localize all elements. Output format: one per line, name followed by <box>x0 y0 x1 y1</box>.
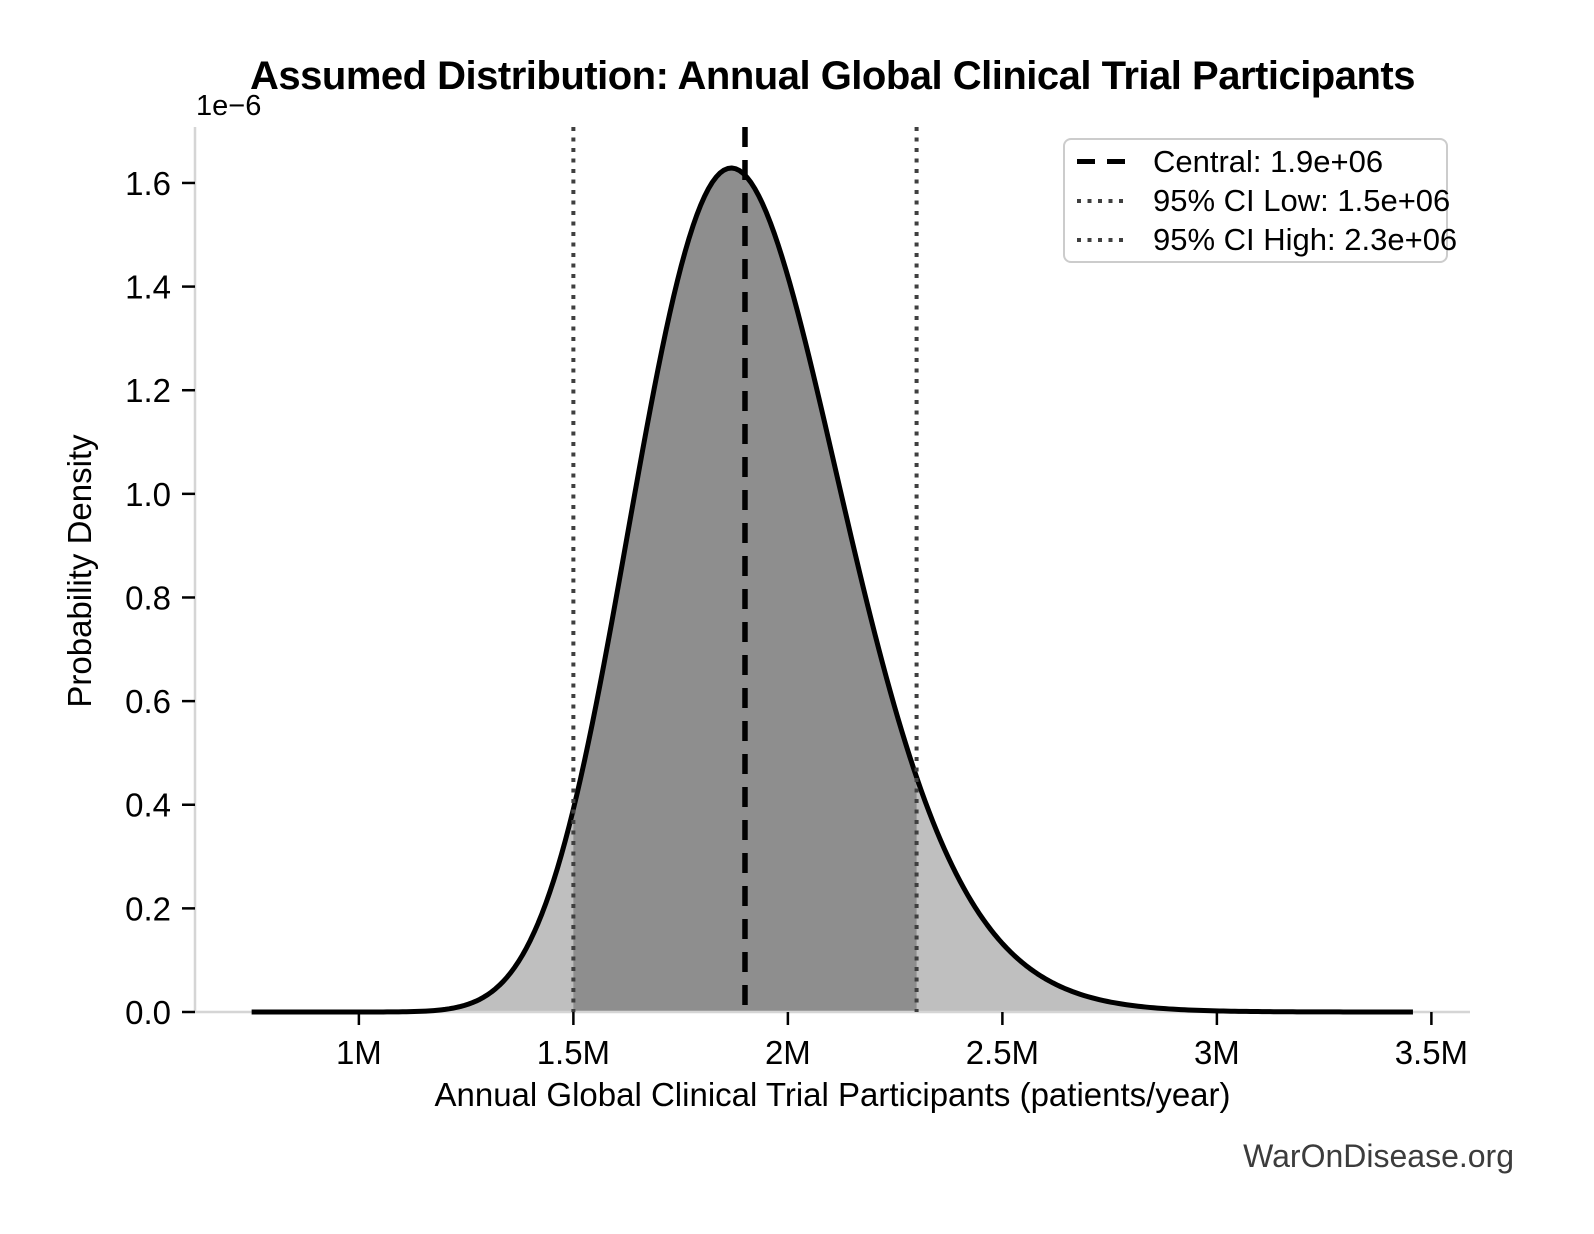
pdf-curve <box>251 165 1413 1015</box>
legend: Central: 1.9e+06 95% CI Low: 1.5e+06 95%… <box>1063 138 1457 263</box>
x-tick-label: 1M <box>336 1034 382 1071</box>
x-tick-label: 2M <box>765 1034 811 1071</box>
dotted-line-sample-icon <box>1077 237 1127 242</box>
y-axis-scale-offset-label: 1e−6 <box>196 90 262 122</box>
y-tick-label: 0.8 <box>125 579 171 616</box>
watermark: WarOnDisease.org <box>1243 1138 1514 1174</box>
y-tick-label: 0.6 <box>125 683 171 720</box>
y-tick-label: 1.2 <box>125 372 171 409</box>
y-axis-label: Probability Density <box>61 434 98 708</box>
x-tick-label: 3.5M <box>1395 1034 1468 1071</box>
legend-item-ci-high: 95% CI High: 2.3e+06 <box>1077 220 1457 259</box>
legend-label-central: Central: 1.9e+06 <box>1153 143 1384 179</box>
y-tick-label: 0.2 <box>125 890 171 927</box>
dotted-line-sample-icon <box>1077 198 1127 203</box>
chart-title: Assumed Distribution: Annual Global Clin… <box>250 54 1415 98</box>
y-tick-label: 1.6 <box>125 165 171 202</box>
y-tick-label: 1.4 <box>125 269 171 306</box>
legend-item-central: Central: 1.9e+06 <box>1077 142 1434 181</box>
legend-label-ci-low: 95% CI Low: 1.5e+06 <box>1153 182 1451 218</box>
x-tick-label: 1.5M <box>537 1034 610 1071</box>
y-tick-label: 0.0 <box>125 994 171 1031</box>
y-tick-label: 0.4 <box>125 787 171 824</box>
dashed-line-sample-icon <box>1077 159 1127 164</box>
x-axis-label: Annual Global Clinical Trial Participant… <box>434 1076 1231 1113</box>
x-tick-label: 3M <box>1194 1034 1240 1071</box>
legend-label-ci-high: 95% CI High: 2.3e+06 <box>1153 221 1458 257</box>
x-tick-label: 2.5M <box>966 1034 1039 1071</box>
legend-item-ci-low: 95% CI Low: 1.5e+06 <box>1077 181 1450 220</box>
y-tick-label: 1.0 <box>125 476 171 513</box>
